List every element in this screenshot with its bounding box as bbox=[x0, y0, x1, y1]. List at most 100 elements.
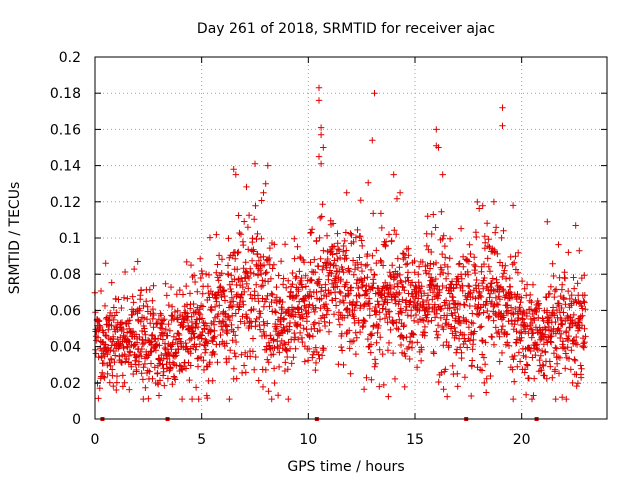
data-point bbox=[214, 261, 221, 268]
data-point bbox=[429, 289, 437, 296]
data-point bbox=[481, 379, 488, 387]
data-point bbox=[241, 288, 248, 296]
data-point bbox=[184, 316, 191, 324]
data-point bbox=[438, 208, 445, 215]
data-point bbox=[570, 274, 577, 281]
data-point bbox=[521, 309, 528, 316]
data-point bbox=[307, 276, 315, 283]
data-point bbox=[498, 326, 505, 333]
data-point bbox=[106, 379, 113, 386]
data-point bbox=[419, 258, 426, 266]
data-point bbox=[377, 290, 384, 298]
data-point bbox=[500, 312, 508, 319]
data-point bbox=[283, 284, 290, 291]
data-point bbox=[148, 338, 155, 345]
data-point bbox=[413, 364, 421, 371]
data-point bbox=[176, 286, 183, 294]
data-point bbox=[391, 227, 398, 234]
data-point bbox=[288, 360, 295, 367]
data-point bbox=[267, 275, 275, 282]
data-point bbox=[393, 325, 400, 332]
data-point bbox=[247, 353, 254, 360]
data-point bbox=[295, 288, 302, 295]
data-point bbox=[252, 318, 259, 325]
data-point bbox=[564, 344, 571, 351]
data-point bbox=[270, 365, 278, 372]
data-point bbox=[391, 293, 398, 300]
data-point bbox=[226, 316, 234, 324]
data-point bbox=[119, 383, 127, 390]
data-point bbox=[373, 259, 380, 267]
data-point bbox=[515, 349, 523, 356]
data-point bbox=[556, 354, 564, 362]
data-point bbox=[531, 375, 538, 382]
data-point bbox=[359, 323, 366, 331]
data-point bbox=[271, 379, 278, 387]
data-point bbox=[232, 171, 239, 178]
data-point bbox=[204, 283, 212, 290]
data-point bbox=[192, 384, 200, 391]
data-point bbox=[408, 307, 415, 314]
data-point bbox=[187, 362, 194, 369]
data-point bbox=[384, 347, 392, 354]
data-point bbox=[254, 292, 262, 299]
data-point bbox=[234, 249, 241, 257]
data-point bbox=[459, 287, 466, 295]
data-point bbox=[506, 274, 513, 282]
data-point bbox=[218, 293, 225, 301]
data-point bbox=[544, 218, 551, 225]
data-point bbox=[482, 239, 489, 246]
data-point bbox=[444, 263, 451, 271]
data-point bbox=[521, 285, 528, 292]
data-point bbox=[325, 260, 333, 267]
data-point bbox=[109, 372, 116, 379]
data-point bbox=[199, 303, 207, 310]
data-point bbox=[558, 304, 565, 312]
data-point bbox=[490, 198, 498, 205]
data-point bbox=[504, 339, 511, 346]
data-point bbox=[367, 331, 374, 338]
data-point bbox=[236, 229, 243, 237]
data-point bbox=[367, 341, 375, 348]
data-point bbox=[237, 318, 244, 325]
data-point bbox=[252, 353, 259, 361]
data-point bbox=[165, 351, 173, 358]
data-point bbox=[244, 315, 251, 322]
data-point bbox=[187, 261, 195, 269]
data-point bbox=[439, 282, 446, 290]
data-point bbox=[373, 339, 380, 346]
data-point bbox=[321, 259, 329, 266]
data-point bbox=[299, 338, 306, 346]
data-point bbox=[302, 283, 310, 290]
data-point bbox=[204, 340, 211, 347]
data-point bbox=[574, 280, 581, 287]
data-point bbox=[432, 275, 439, 283]
data-point bbox=[523, 310, 531, 317]
data-point bbox=[461, 301, 468, 309]
data-point bbox=[168, 303, 176, 310]
data-point bbox=[523, 361, 530, 368]
data-point bbox=[162, 280, 169, 287]
data-point bbox=[434, 322, 442, 329]
data-point bbox=[186, 376, 193, 384]
data-point bbox=[542, 349, 549, 356]
data-point bbox=[469, 357, 476, 364]
data-point bbox=[228, 272, 235, 279]
data-point bbox=[346, 345, 353, 352]
data-point bbox=[262, 269, 269, 277]
data-point bbox=[221, 297, 229, 304]
data-point bbox=[206, 294, 213, 301]
data-point bbox=[496, 284, 503, 292]
data-point bbox=[397, 341, 405, 349]
data-point bbox=[309, 333, 317, 340]
data-point bbox=[476, 292, 484, 299]
data-point bbox=[439, 235, 446, 242]
data-point bbox=[443, 338, 450, 346]
data-point bbox=[563, 327, 570, 335]
data-point bbox=[492, 229, 499, 236]
data-point bbox=[150, 311, 157, 319]
data-point bbox=[227, 285, 234, 293]
data-point bbox=[197, 331, 204, 339]
data-point bbox=[480, 309, 487, 316]
data-point bbox=[119, 372, 126, 379]
